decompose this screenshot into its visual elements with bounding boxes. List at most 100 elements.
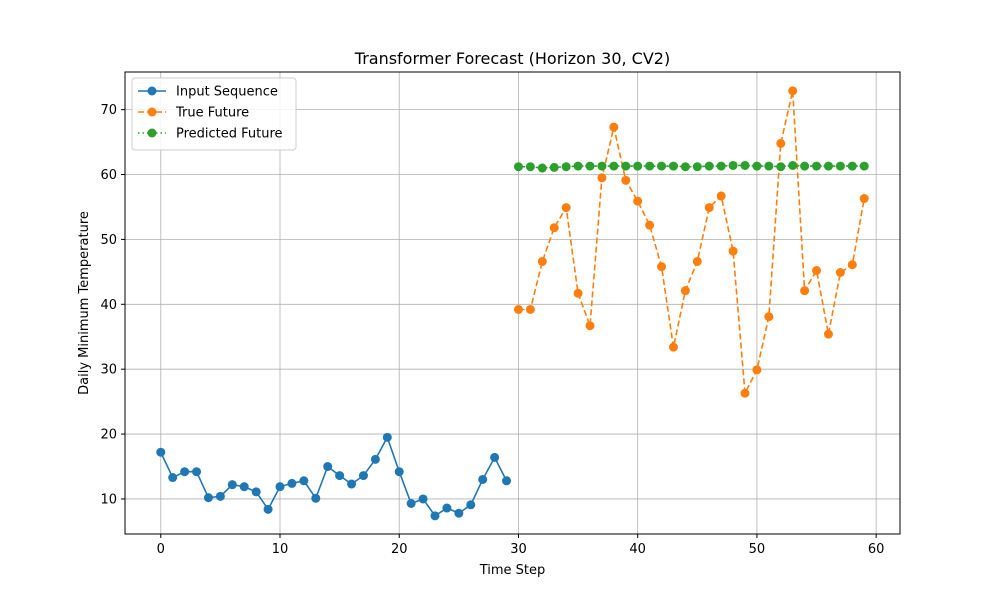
data-point [299,476,309,486]
data-point [847,260,857,270]
data-point [442,503,452,513]
y-tick-label: 70 [100,103,117,118]
data-point [835,161,845,171]
y-tick-label: 20 [100,428,117,443]
data-point [716,191,726,201]
data-point [788,86,798,96]
data-point [728,246,738,256]
data-point [752,365,762,375]
data-point [645,161,655,171]
data-point [430,511,440,521]
legend-label: Predicted Future [176,127,283,142]
data-point [335,471,345,481]
data-point [323,462,333,472]
data-point [800,161,810,171]
data-point [609,161,619,171]
data-point [275,482,285,492]
series-layer [156,86,869,521]
data-point [287,478,297,488]
data-point [680,162,690,172]
x-tick-label: 50 [749,542,766,557]
grid [125,72,900,534]
data-point [466,500,476,510]
data-point [549,223,559,233]
legend-marker [147,86,157,96]
data-point [394,467,404,477]
data-point [537,163,547,173]
data-point [513,304,523,314]
data-point [239,482,249,492]
data-point [823,161,833,171]
data-point [657,262,667,272]
data-point [859,194,869,204]
x-tick-label: 0 [157,542,165,557]
data-point [645,220,655,230]
data-point [657,161,667,171]
data-point [692,162,702,172]
data-point [609,122,619,132]
data-point [525,304,535,314]
data-point [156,447,166,457]
x-axis-label: Time Step [479,563,546,578]
data-point [692,256,702,266]
y-tick-label: 30 [100,363,117,378]
data-point [347,479,357,489]
data-point [215,491,225,501]
data-point [668,161,678,171]
data-point [311,493,321,503]
data-point [776,162,786,172]
x-tick-label: 30 [510,542,527,557]
y-tick-label: 50 [100,233,117,248]
data-point [776,138,786,148]
chart-title: Transformer Forecast (Horizon 30, CV2) [354,49,670,68]
data-point [478,474,488,484]
legend-box [131,77,297,151]
data-point [788,160,798,170]
data-point [812,161,822,171]
data-point [227,480,237,490]
data-point [537,256,547,266]
data-point [263,504,273,514]
y-tick-label: 10 [100,492,117,507]
data-point [561,162,571,172]
data-point [668,342,678,352]
data-point [358,471,368,481]
data-point [418,494,428,504]
data-point [764,312,774,322]
data-point [406,499,416,509]
x-tick-label: 10 [272,542,289,557]
data-point [859,161,869,171]
x-tick-label: 40 [629,542,646,557]
data-point [740,160,750,170]
data-point [513,162,523,172]
data-point [251,487,261,497]
data-point [740,388,750,398]
data-point [812,266,822,276]
data-point [573,161,583,171]
data-point [633,161,643,171]
data-point [490,452,500,462]
y-axis-label: Daily Minimum Temperature [77,211,92,395]
legend-marker [147,128,157,138]
data-point [180,467,190,477]
plot-frame [124,71,901,535]
data-point [597,161,607,171]
series-predicted-future [513,160,869,173]
data-point [585,321,595,331]
x-tick-label: 60 [868,542,885,557]
data-point [454,508,464,518]
data-point [561,203,571,213]
y-tick-label: 60 [100,168,117,183]
y-tick-label: 40 [100,298,117,313]
data-point [502,476,512,486]
data-point [549,162,559,172]
legend-label: True Future [175,106,249,121]
data-point [800,286,810,296]
data-point [585,161,595,171]
data-point [716,161,726,171]
data-point [621,161,631,171]
data-point [382,432,392,442]
data-point [621,175,631,185]
data-point [752,161,762,171]
